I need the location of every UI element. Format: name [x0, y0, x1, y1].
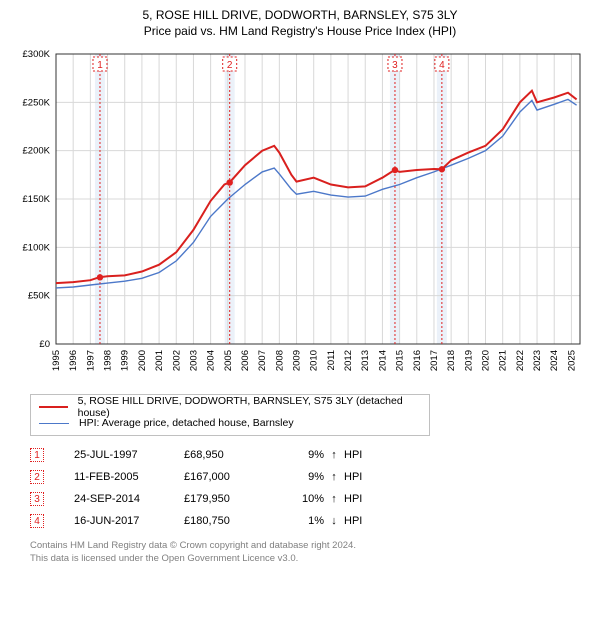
svg-text:2007: 2007	[257, 350, 268, 371]
svg-text:2016: 2016	[412, 350, 423, 371]
transaction-price: £179,950	[184, 493, 274, 505]
transaction-pct: 9%	[274, 449, 324, 461]
svg-text:2013: 2013	[360, 350, 371, 371]
svg-text:2009: 2009	[292, 350, 303, 371]
transaction-pct: 9%	[274, 471, 324, 483]
legend-box: 5, ROSE HILL DRIVE, DODWORTH, BARNSLEY, …	[30, 394, 430, 436]
transaction-marker: 3	[30, 492, 44, 506]
svg-text:2003: 2003	[188, 350, 199, 371]
svg-text:2022: 2022	[515, 350, 526, 371]
svg-text:2023: 2023	[532, 350, 543, 371]
svg-text:2010: 2010	[309, 350, 320, 371]
svg-text:2017: 2017	[429, 350, 440, 371]
svg-text:2024: 2024	[549, 350, 560, 371]
transaction-marker: 4	[30, 514, 44, 528]
svg-text:2021: 2021	[498, 350, 509, 371]
transaction-row: 4 16-JUN-2017£180,7501%↓HPI	[30, 510, 580, 532]
svg-text:2006: 2006	[240, 350, 251, 371]
arrow-icon: ↑	[324, 471, 344, 483]
legend-row-1: 5, ROSE HILL DRIVE, DODWORTH, BARNSLEY, …	[39, 399, 421, 415]
svg-text:2000: 2000	[137, 350, 148, 371]
svg-text:2008: 2008	[274, 350, 285, 371]
svg-text:£100K: £100K	[23, 242, 51, 253]
svg-text:1: 1	[97, 60, 103, 71]
transaction-marker: 1	[30, 448, 44, 462]
svg-text:2012: 2012	[343, 350, 354, 371]
transaction-pct: 1%	[274, 515, 324, 527]
svg-text:2015: 2015	[395, 350, 406, 371]
svg-text:2004: 2004	[206, 350, 217, 371]
svg-text:2019: 2019	[463, 350, 474, 371]
footer-attribution: Contains HM Land Registry data © Crown c…	[30, 540, 580, 566]
transaction-marker: 2	[30, 470, 44, 484]
svg-text:2018: 2018	[446, 350, 457, 371]
svg-text:£150K: £150K	[23, 194, 51, 205]
transaction-tag: HPI	[344, 471, 374, 483]
title-block: 5, ROSE HILL DRIVE, DODWORTH, BARNSLEY, …	[10, 8, 590, 38]
transaction-row: 1 25-JUL-1997£68,9509%↑HPI	[30, 444, 580, 466]
transaction-date: 25-JUL-1997	[74, 449, 184, 461]
transaction-tag: HPI	[344, 449, 374, 461]
svg-text:1995: 1995	[51, 350, 62, 371]
svg-text:£0: £0	[39, 339, 50, 350]
transaction-price: £68,950	[184, 449, 274, 461]
chart-area: £0 £50K £100K £150K £200K £250K £300K 1995 1996 1…	[10, 44, 590, 384]
chart-container: 5, ROSE HILL DRIVE, DODWORTH, BARNSLEY, …	[0, 0, 600, 566]
title-subtitle: Price paid vs. HM Land Registry's House …	[10, 24, 590, 38]
svg-text:2002: 2002	[171, 350, 182, 371]
svg-text:1997: 1997	[85, 350, 96, 371]
svg-text:2020: 2020	[481, 350, 492, 371]
transaction-date: 16-JUN-2017	[74, 515, 184, 527]
transaction-tag: HPI	[344, 515, 374, 527]
line-chart-svg: £0 £50K £100K £150K £200K £250K £300K 1995 1996 1…	[10, 44, 590, 384]
legend-swatch-red	[39, 406, 68, 408]
transaction-date: 24-SEP-2014	[74, 493, 184, 505]
transaction-price: £180,750	[184, 515, 274, 527]
transaction-tag: HPI	[344, 493, 374, 505]
svg-text:2014: 2014	[377, 350, 388, 371]
legend-label-1: 5, ROSE HILL DRIVE, DODWORTH, BARNSLEY, …	[78, 395, 421, 419]
svg-text:2005: 2005	[223, 350, 234, 371]
title-address: 5, ROSE HILL DRIVE, DODWORTH, BARNSLEY, …	[10, 8, 590, 22]
transaction-pct: 10%	[274, 493, 324, 505]
svg-text:2011: 2011	[326, 350, 337, 370]
footer-line-1: Contains HM Land Registry data © Crown c…	[30, 540, 580, 553]
svg-text:£50K: £50K	[28, 291, 51, 302]
transactions-table: 125-JUL-1997£68,9509%↑HPI211-FEB-2005£16…	[30, 444, 580, 532]
arrow-icon: ↓	[324, 515, 344, 527]
svg-text:1996: 1996	[68, 350, 79, 371]
svg-text:2: 2	[227, 60, 233, 71]
arrow-icon: ↑	[324, 493, 344, 505]
footer-line-2: This data is licensed under the Open Gov…	[30, 553, 580, 566]
legend-label-2: HPI: Average price, detached house, Barn…	[79, 417, 294, 429]
svg-text:£250K: £250K	[23, 97, 51, 108]
svg-text:1998: 1998	[103, 350, 114, 371]
transaction-row: 2 11-FEB-2005£167,0009%↑HPI	[30, 466, 580, 488]
svg-text:2001: 2001	[154, 350, 165, 371]
transaction-row: 3 24-SEP-2014£179,95010%↑HPI	[30, 488, 580, 510]
transaction-price: £167,000	[184, 471, 274, 483]
svg-text:£300K: £300K	[23, 49, 51, 60]
svg-text:4: 4	[439, 60, 445, 71]
transaction-date: 11-FEB-2005	[74, 471, 184, 483]
svg-text:1999: 1999	[120, 350, 131, 371]
legend-swatch-blue	[39, 423, 69, 424]
svg-text:2025: 2025	[566, 350, 577, 371]
arrow-icon: ↑	[324, 449, 344, 461]
svg-text:£200K: £200K	[23, 146, 51, 157]
svg-text:3: 3	[392, 60, 398, 71]
